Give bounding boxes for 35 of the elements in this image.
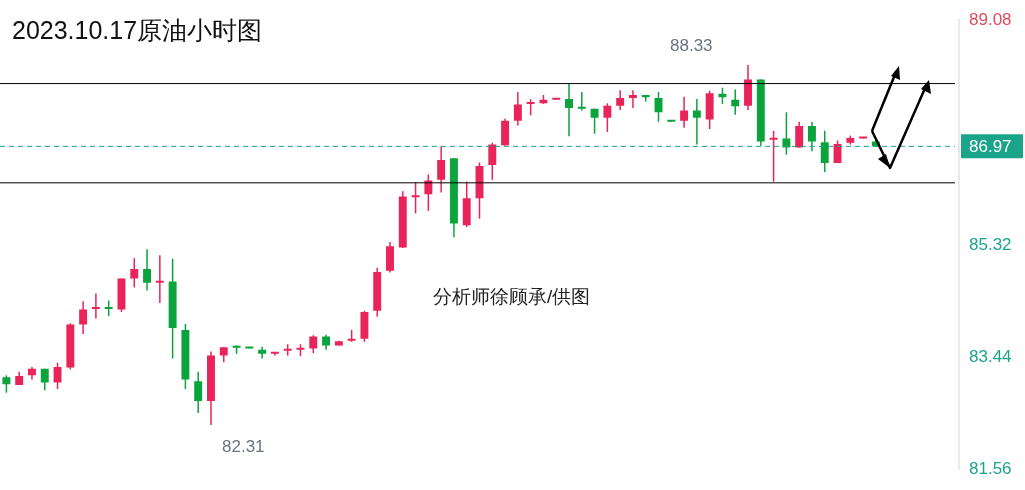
annotation: 88.33 xyxy=(670,36,713,56)
candlestick xyxy=(692,98,701,146)
candlestick xyxy=(565,82,573,137)
candlestick xyxy=(143,248,152,292)
candlestick xyxy=(577,91,586,112)
candlestick xyxy=(424,173,433,212)
y-tick-label: 83.44 xyxy=(969,347,1012,367)
chart-title: 2023.10.17原油小时图 xyxy=(12,15,263,46)
candlestick xyxy=(91,292,100,320)
candlestick xyxy=(628,89,637,109)
candlestick xyxy=(437,145,446,194)
y-tick-label: 81.56 xyxy=(969,459,1012,479)
candlestick xyxy=(731,88,740,116)
candlestick xyxy=(53,362,62,390)
candlestick xyxy=(680,95,689,129)
candlestick xyxy=(820,130,829,173)
candlestick xyxy=(194,371,203,414)
candlestick xyxy=(488,142,497,181)
candlestick xyxy=(79,300,88,335)
candlestick xyxy=(590,107,599,135)
candlestick xyxy=(807,121,816,152)
candlestick xyxy=(795,121,804,149)
candlestick xyxy=(603,102,612,133)
candlestick xyxy=(782,111,791,156)
annotation: 分析师徐顾承/供图 xyxy=(433,285,591,309)
annotation: 82.31 xyxy=(222,437,265,457)
candlestick xyxy=(769,130,778,183)
y-tick-label: 85.32 xyxy=(969,234,1012,254)
candlestick xyxy=(130,257,139,289)
candlestick xyxy=(411,181,420,215)
candlestick xyxy=(513,91,522,127)
ref-line-label: 86.97 xyxy=(969,137,1012,157)
candlestick xyxy=(616,89,625,111)
candlestick xyxy=(155,254,164,304)
y-tick-label: 89.08 xyxy=(969,9,1012,29)
